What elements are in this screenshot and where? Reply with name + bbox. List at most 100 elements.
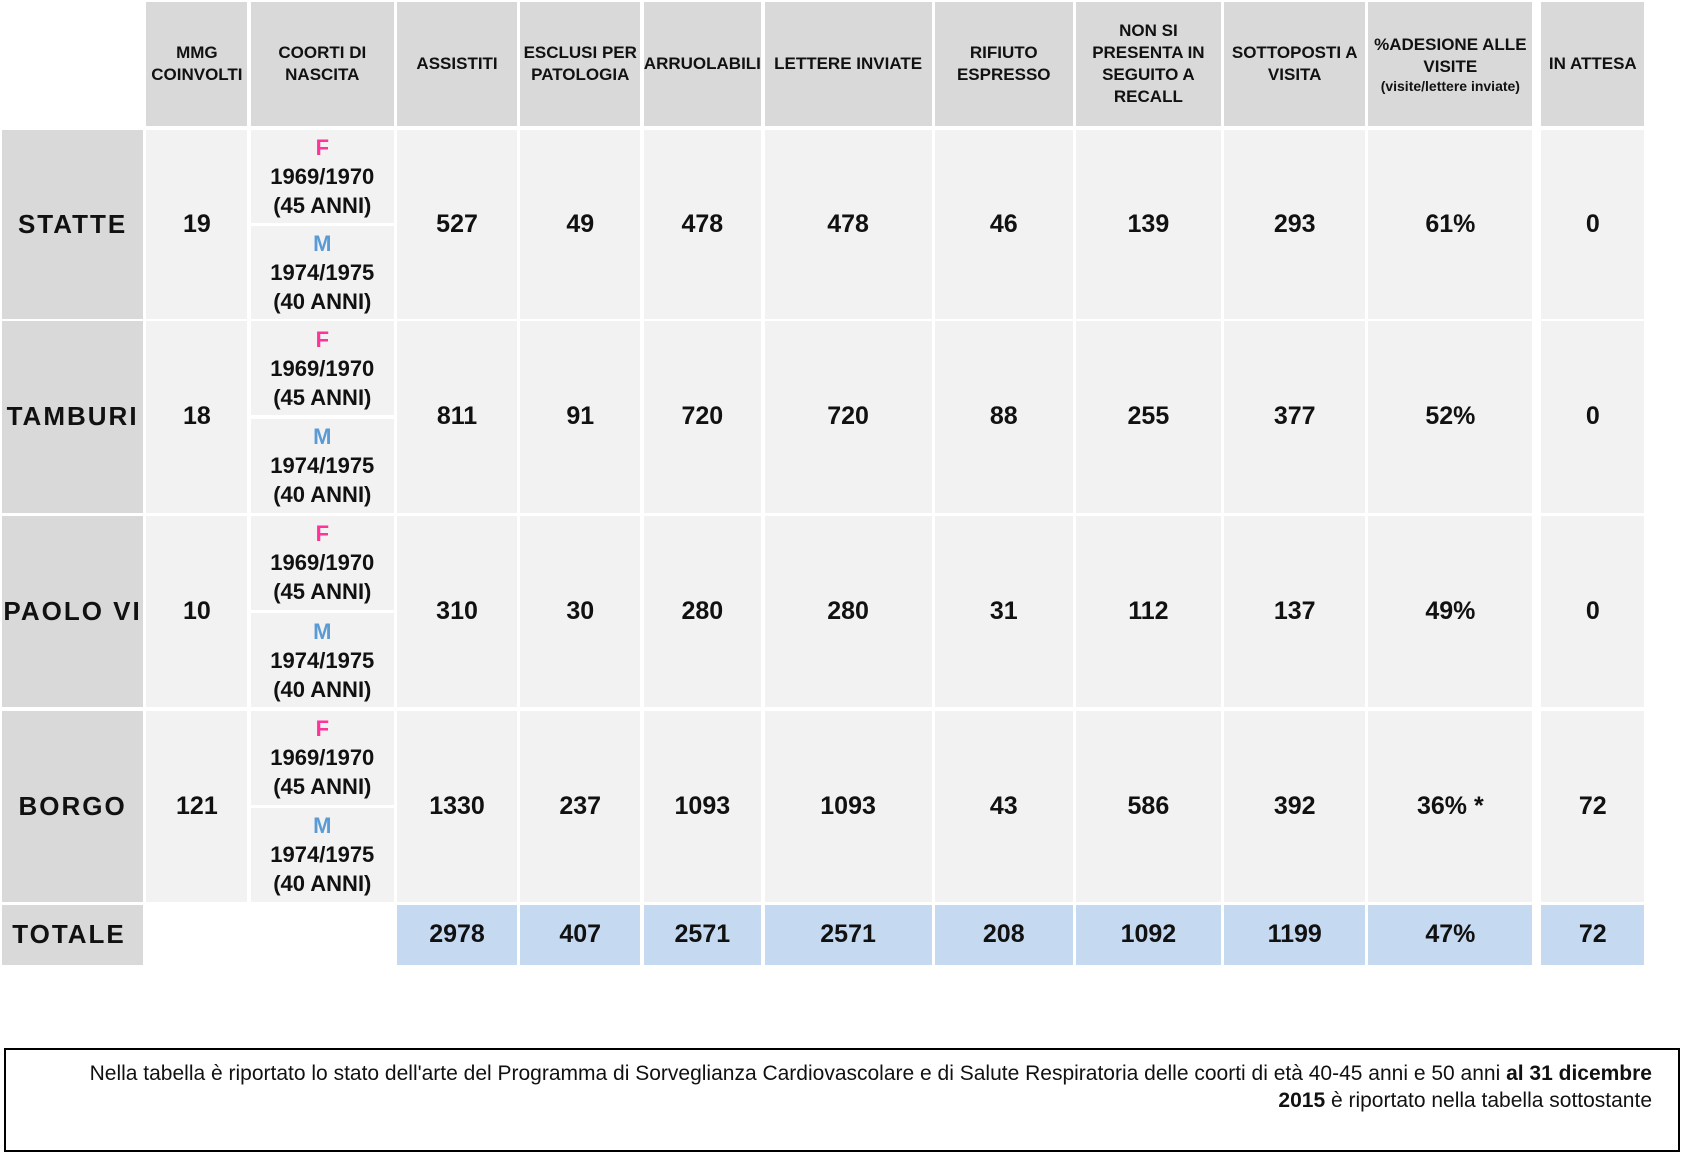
cohort-years: 1974/1975 <box>270 647 375 673</box>
header-text: LETTERE INVIATE <box>774 54 923 74</box>
column-header: LETTERE INVIATE <box>764 2 932 127</box>
header-text: %ADESIONE ALLE VISITE <box>1374 35 1527 77</box>
cell: 139 <box>1075 129 1221 319</box>
cohort-age: (45 ANNI) <box>273 384 372 410</box>
cell: 1330 <box>397 710 517 902</box>
column-header: SOTTOPOSTI A VISITA <box>1224 2 1366 127</box>
note-text: è riportato nella tabella sottostante <box>1325 1089 1652 1112</box>
cohort-years: 1974/1975 <box>270 260 375 286</box>
cell: 392 <box>1224 710 1366 902</box>
cell: 52% <box>1368 321 1533 513</box>
cell: 293 <box>1224 129 1366 319</box>
cohort-years: 1969/1970 <box>270 550 375 576</box>
cohort-age: (45 ANNI) <box>273 579 372 605</box>
cell: 137 <box>1224 515 1366 708</box>
cell: 0 <box>1541 129 1645 319</box>
cell: 0 <box>1541 515 1645 708</box>
row-header: BORGO <box>2 710 143 902</box>
cohort-cell: F 1969/1970 (45 ANNI) <box>250 710 394 805</box>
cohort-age: (40 ANNI) <box>273 676 372 702</box>
column-header: ARRUOLABILI <box>643 2 762 127</box>
cell: 88 <box>935 321 1073 513</box>
cohort-sex: M <box>313 231 332 257</box>
cell: 46 <box>935 129 1073 319</box>
cohort-cell: F 1969/1970 (45 ANNI) <box>250 321 394 416</box>
row-header: PAOLO VI <box>2 515 143 708</box>
cell: 31 <box>935 515 1073 708</box>
cell: 112 <box>1075 515 1221 708</box>
cell: 720 <box>643 321 762 513</box>
cohort-years: 1974/1975 <box>270 453 375 479</box>
cohort-sex: F <box>315 326 330 352</box>
cell: 10 <box>146 515 248 708</box>
cohort-age: (40 ANNI) <box>273 482 372 508</box>
cohort-age: (40 ANNI) <box>273 289 372 315</box>
total-cell: 72 <box>1541 905 1645 965</box>
header-text: COORTI DI NASCITA <box>278 43 367 85</box>
note-text: Nella tabella è riportato lo stato dell'… <box>89 1062 1507 1085</box>
cohort-cell: M 1974/1975 (40 ANNI) <box>250 418 394 513</box>
cell: 1093 <box>643 710 762 902</box>
header-text: NON SI PRESENTA IN SEGUITO A RECALL <box>1092 21 1205 107</box>
total-cell: 2571 <box>764 905 932 965</box>
row-header: STATTE <box>2 129 143 319</box>
cell: 30 <box>520 515 641 708</box>
column-header: RIFIUTO ESPRESSO <box>935 2 1073 127</box>
cohort-sex: M <box>313 618 332 644</box>
cohort-cell: M 1974/1975 (40 ANNI) <box>250 807 394 902</box>
header-text: RIFIUTO ESPRESSO <box>956 43 1051 85</box>
cell: 478 <box>643 129 762 319</box>
total-cell: 2978 <box>397 905 517 965</box>
cohort-cell: F 1969/1970 (45 ANNI) <box>250 129 394 223</box>
cohort-sex: M <box>313 813 332 839</box>
cohort-sex: M <box>313 424 332 450</box>
header-text: ARRUOLABILI <box>643 54 761 74</box>
cell: 121 <box>146 710 248 902</box>
cell: 478 <box>764 129 932 319</box>
cohort-age: (45 ANNI) <box>273 774 372 800</box>
cell: 19 <box>146 129 248 319</box>
total-cell: 208 <box>935 905 1073 965</box>
column-header: NON SI PRESENTA IN SEGUITO A RECALL <box>1075 2 1221 127</box>
column-header: ASSISTITI <box>397 2 517 127</box>
header-text: IN ATTESA <box>1548 54 1637 74</box>
cell: 91 <box>520 321 641 513</box>
column-header: %ADESIONE ALLE VISITE (visite/lettere inv… <box>1368 2 1533 127</box>
total-cell: 1092 <box>1075 905 1221 965</box>
cell: 36% * <box>1368 710 1533 902</box>
cohort-years: 1969/1970 <box>270 745 375 771</box>
cell: 280 <box>643 515 762 708</box>
cell: 811 <box>397 321 517 513</box>
column-header: IN ATTESA <box>1541 2 1645 127</box>
header-text: ASSISTITI <box>416 54 498 74</box>
cell: 377 <box>1224 321 1366 513</box>
total-cell: 1199 <box>1224 905 1366 965</box>
cell: 0 <box>1541 321 1645 513</box>
header-subtext: (visite/lettere inviate) <box>1380 78 1520 95</box>
cell: 1093 <box>764 710 932 902</box>
header-text: ESCLUSI PER PATOLOGIA <box>523 43 637 85</box>
cohort-cell: M 1974/1975 (40 ANNI) <box>250 613 394 708</box>
total-cell: 47% <box>1368 905 1533 965</box>
header-text: MMG COINVOLTI <box>151 43 243 85</box>
column-header: COORTI DI NASCITA <box>250 2 394 127</box>
cell: 586 <box>1075 710 1221 902</box>
note: Nella tabella è riportato lo stato dell'… <box>4 1048 1680 1152</box>
note-date: al 31 dicembre 2015 <box>1278 1062 1652 1112</box>
cohort-years: 1969/1970 <box>270 355 375 381</box>
cell: 720 <box>764 321 932 513</box>
cell: 49% <box>1368 515 1533 708</box>
cohort-age: (40 ANNI) <box>273 871 372 897</box>
column-header: MMG COINVOLTI <box>146 2 248 127</box>
cell: 310 <box>397 515 517 708</box>
cell: 527 <box>397 129 517 319</box>
cohort-sex: F <box>315 521 330 547</box>
cell: 280 <box>764 515 932 708</box>
cohort-sex: F <box>315 716 330 742</box>
cohort-years: 1969/1970 <box>270 163 375 189</box>
cohort-sex: F <box>315 134 330 160</box>
row-header: TOTALE <box>2 905 143 965</box>
cell: 72 <box>1541 710 1645 902</box>
row-header: TAMBURI <box>2 321 143 513</box>
cell: 18 <box>146 321 248 513</box>
